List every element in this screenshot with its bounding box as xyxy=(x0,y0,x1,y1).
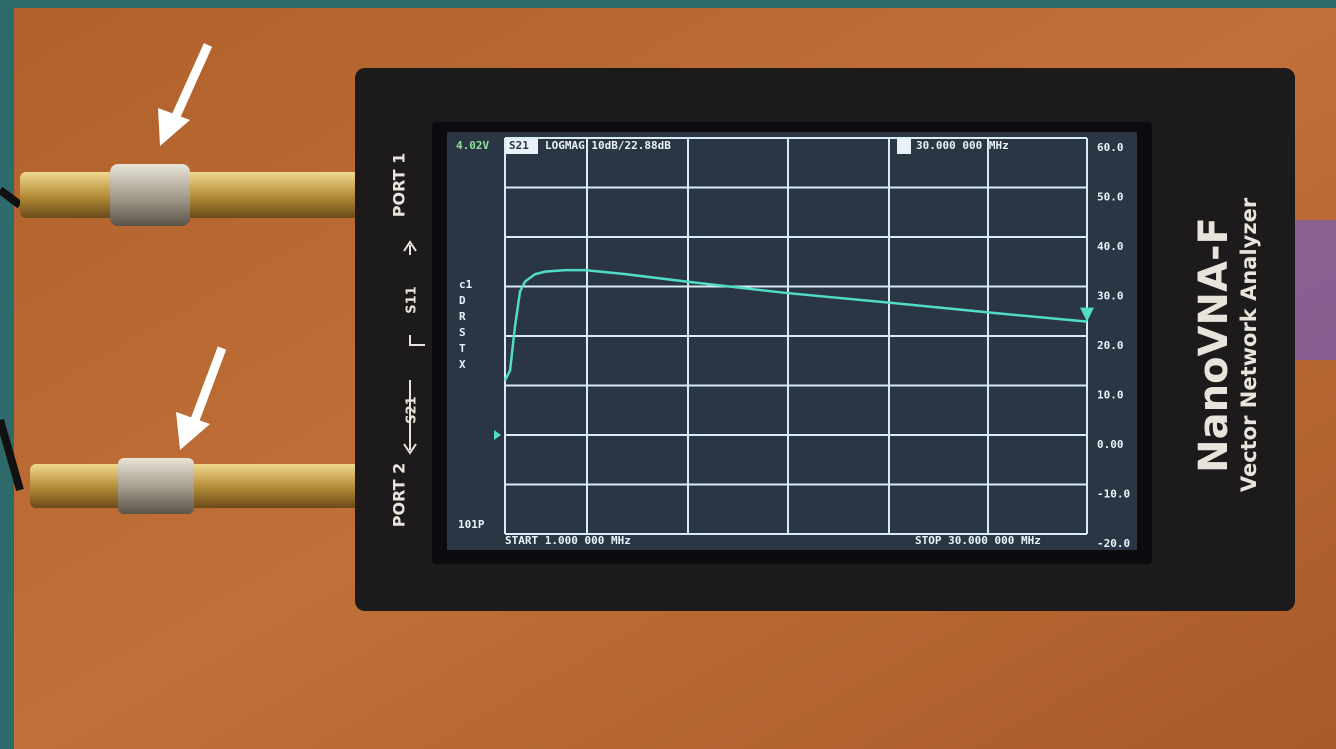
y-tick-label: 20.0 xyxy=(1097,339,1124,352)
light-glare xyxy=(1290,220,1336,360)
connector-1 xyxy=(0,164,360,226)
battery-voltage: 4.02V xyxy=(456,139,489,152)
y-tick-label: 30.0 xyxy=(1097,290,1124,303)
model-subtitle: Vector Network Analyzer xyxy=(1237,197,1261,492)
y-tick-label: 0.00 xyxy=(1097,438,1124,451)
cal-status: c1 xyxy=(459,278,473,291)
start-frequency: START 1.000 000 MHz xyxy=(505,534,631,547)
screen xyxy=(447,132,1137,550)
marker-frequency: 30.000 000 MHz xyxy=(916,139,1009,152)
y-tick-label: 40.0 xyxy=(1097,240,1124,253)
stop-frequency: STOP 30.000 000 MHz xyxy=(915,534,1041,547)
cal-status: D xyxy=(459,294,466,307)
cal-status: S xyxy=(459,326,466,339)
page: {"chart_data": {"type": "line", "x": [1,… xyxy=(0,0,1336,749)
port-label: PORT 1 xyxy=(390,153,409,218)
port-label: PORT 2 xyxy=(390,463,409,528)
trace-format: LOGMAG 10dB/22.88dB xyxy=(545,139,671,152)
y-tick-label: 60.0 xyxy=(1097,141,1124,154)
port-path-label: S21 xyxy=(405,396,420,423)
model-name: NanoVNA-F xyxy=(1191,217,1237,473)
cal-status: T xyxy=(459,342,466,355)
points-count: 101P xyxy=(458,518,485,531)
y-tick-label: 10.0 xyxy=(1097,389,1124,402)
cal-status: R xyxy=(459,310,466,323)
y-tick-label: -20.0 xyxy=(1097,537,1130,550)
marker-tag xyxy=(897,139,911,154)
y-tick-label: 50.0 xyxy=(1097,191,1124,204)
port-path-label: S11 xyxy=(405,286,420,313)
photo: PORT 1 PORT 2 S11 S21 NanoVNA-F Vector N… xyxy=(0,0,1336,749)
cal-status: X xyxy=(459,358,466,371)
y-tick-label: -10.0 xyxy=(1097,488,1130,501)
trace-name: S21 xyxy=(509,139,529,152)
